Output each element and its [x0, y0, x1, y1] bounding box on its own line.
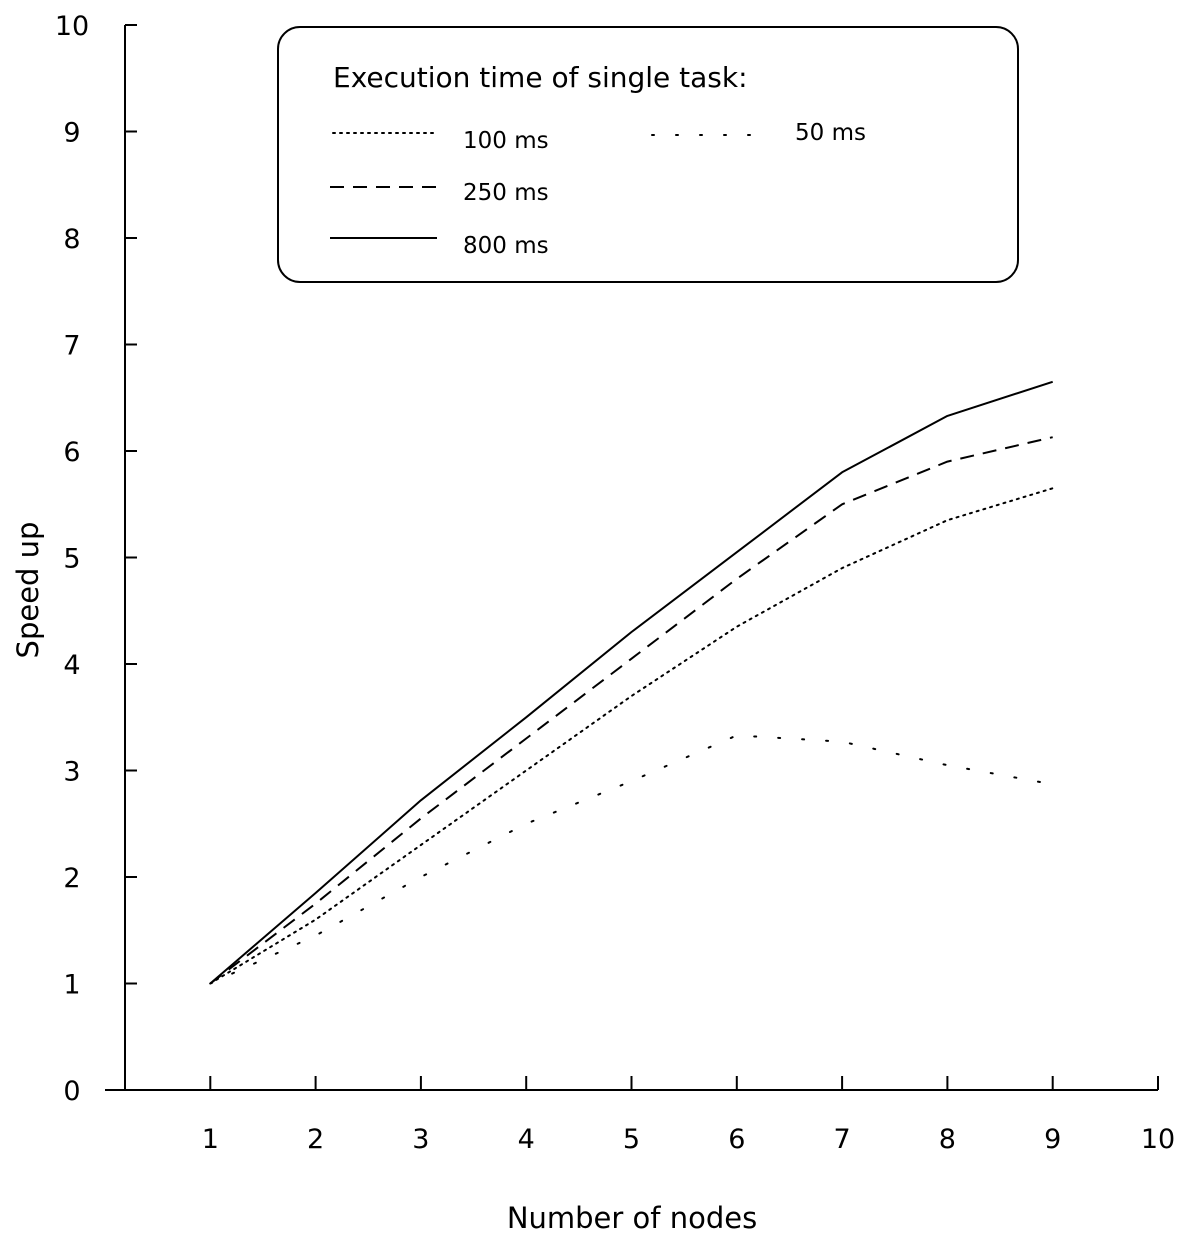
y-tick-label: 3 [63, 757, 80, 788]
legend-label: 800 ms [463, 233, 549, 259]
y-tick-label: 9 [63, 118, 80, 149]
series-line-800-ms [209, 380, 1054, 985]
y-tick-label: 10 [55, 11, 89, 42]
legend-title: Execution time of single task: [333, 61, 748, 94]
x-tick-label: 1 [202, 1124, 219, 1155]
y-axis-title: Speed up [11, 522, 45, 659]
legend: Execution time of single task: 100 ms 50 … [277, 26, 1019, 283]
x-tick-label: 3 [412, 1124, 429, 1155]
x-tick-label: 7 [834, 1124, 851, 1155]
series-group [209, 380, 1054, 985]
x-tick-label: 10 [1141, 1124, 1175, 1155]
y-tick-label: 6 [63, 437, 80, 468]
x-tick-label: 4 [518, 1124, 535, 1155]
x-tick-label: 5 [623, 1124, 640, 1155]
series-line-50-ms [209, 734, 1054, 985]
y-tick-label: 1 [63, 970, 80, 1001]
x-ticks: 1 2 3 4 5 6 7 8 9 10 [202, 1076, 1175, 1155]
series-line-100-ms [209, 487, 1054, 985]
legend-label: 250 ms [463, 180, 549, 206]
legend-box [277, 26, 1019, 283]
x-axis-title: Number of nodes [507, 1201, 757, 1235]
x-tick-label: 6 [728, 1124, 745, 1155]
legend-label: 50 ms [795, 120, 866, 146]
y-tick-label: 2 [63, 863, 80, 894]
y-tick-label: 0 [63, 1076, 80, 1107]
x-tick-label: 8 [939, 1124, 956, 1155]
y-tick-label: 4 [63, 650, 80, 681]
x-tick-label: 2 [307, 1124, 324, 1155]
y-tick-label: 7 [63, 331, 80, 362]
legend-label: 100 ms [463, 128, 549, 154]
series-line-250-ms [209, 436, 1053, 985]
y-tick-label: 5 [63, 544, 80, 575]
axes: 1 2 3 4 5 6 7 8 9 10 0 1 2 3 4 5 6 7 8 9 10 [55, 11, 1175, 1155]
legend-items: 100 ms 50 ms 250 ms 800 ms [330, 120, 866, 259]
y-tick-label: 8 [63, 224, 80, 255]
y-ticks: 0 1 2 3 4 5 6 7 8 9 10 [55, 11, 137, 1107]
x-tick-label: 9 [1044, 1124, 1061, 1155]
